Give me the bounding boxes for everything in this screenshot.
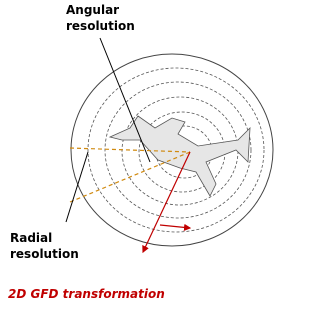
angle-arrow (160, 225, 190, 228)
caption: 2D GFD transformation (8, 287, 165, 301)
pointer-line (100, 38, 150, 162)
diagram: Angular resolution Radial resolution 2D … (0, 0, 313, 313)
annotation: Radial (10, 231, 52, 245)
radius-arrow (143, 152, 190, 252)
annotation: resolution (66, 19, 135, 33)
pointer-line (66, 152, 88, 222)
annotation: Angular (66, 3, 119, 17)
annotation: resolution (10, 247, 79, 261)
